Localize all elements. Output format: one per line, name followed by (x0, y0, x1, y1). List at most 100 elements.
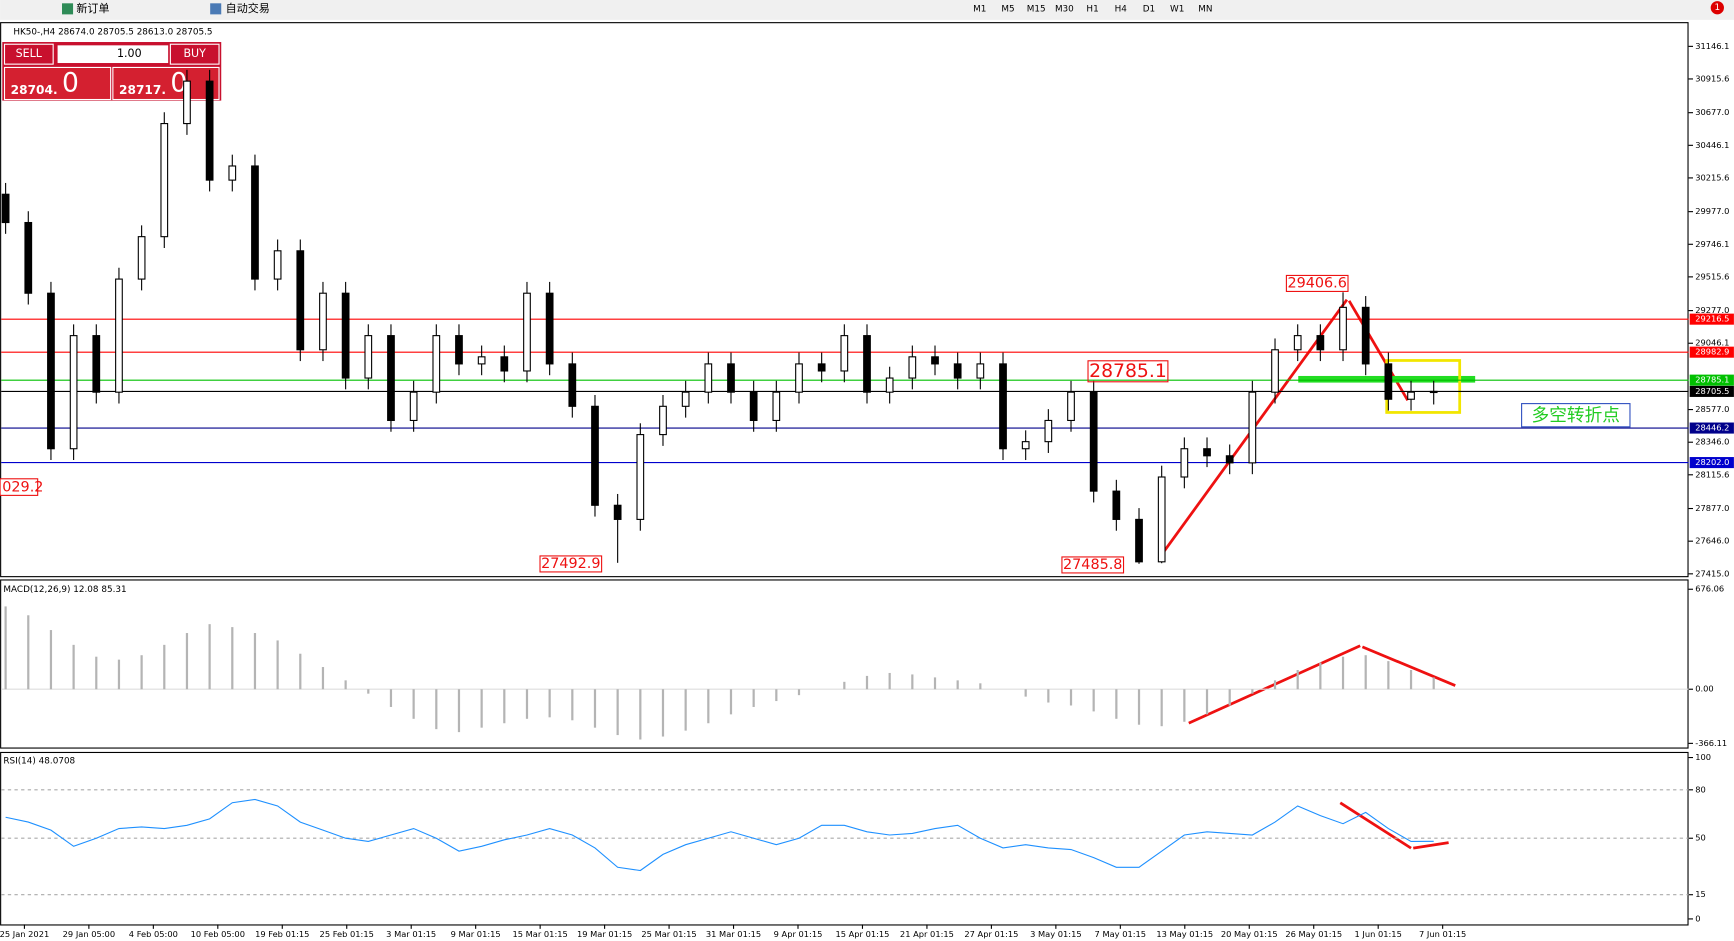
macd-bar (276, 640, 279, 690)
candle-body (228, 165, 237, 181)
trend-arrow (1347, 300, 1409, 401)
main-frame (0, 22, 1689, 578)
candle-body (613, 504, 622, 520)
candle-body (523, 292, 531, 372)
timeframe[interactable]: M1 (973, 4, 986, 14)
macd-bar (729, 689, 733, 715)
candle-body (1112, 490, 1121, 520)
candle-body (160, 123, 169, 238)
candle-body (749, 391, 758, 422)
x-tick-label: 15 Mar 01:15 (512, 929, 567, 939)
candle-body (183, 80, 191, 125)
macd-bar (299, 653, 302, 690)
macd-arrow (1361, 645, 1456, 687)
macd-bar (1341, 656, 1345, 690)
timeframe[interactable]: M5 (1001, 4, 1014, 14)
sell-button[interactable] (3, 43, 54, 65)
macd-bar (911, 674, 914, 690)
annotation-box (1061, 556, 1125, 574)
y-tick-label: 29046.1 (1695, 338, 1729, 348)
candle-body (976, 363, 985, 379)
left-label: 029.2 (2, 480, 43, 496)
macd-bar (639, 689, 642, 740)
candle-body (863, 335, 871, 393)
price-annotation: 29406.6 (1288, 275, 1347, 291)
macd-bar (72, 644, 75, 690)
new-order[interactable]: 新订单 (76, 1, 109, 15)
y-tick-label: -366.11 (1695, 738, 1727, 748)
candle-body (772, 391, 781, 422)
candle-body (1225, 455, 1234, 464)
macd-bar (1251, 689, 1254, 694)
new-order-icon[interactable] (62, 3, 74, 15)
macd-bar (27, 615, 30, 690)
candle-body (795, 363, 803, 393)
candle-body (568, 363, 577, 407)
macd-bar (956, 680, 959, 690)
macd-bar (525, 689, 529, 719)
y-tick-label: 29277.0 (1695, 305, 1729, 315)
price-annotation: 28785.1 (1089, 361, 1167, 382)
x-tick-label: 3 Mar 01:15 (386, 929, 436, 939)
candle-body (1293, 335, 1302, 351)
candle-body (1135, 518, 1143, 563)
macd-bar (253, 633, 257, 690)
note-box (1521, 403, 1631, 428)
y-tick-label: 27646.0 (1695, 536, 1729, 546)
candle-body (1248, 391, 1257, 464)
level-tag (1689, 313, 1734, 325)
timeframe[interactable]: H4 (1115, 4, 1128, 14)
sell-digit: 0 (62, 68, 79, 99)
candle-body (115, 278, 123, 393)
x-tick-label: 25 Jan 2021 (0, 929, 49, 939)
y-tick-label: 30677.0 (1695, 107, 1729, 117)
y-tick-label: 676.06 (1695, 584, 1724, 594)
x-tick-label: 21 Apr 01:15 (900, 929, 954, 939)
macd-bar (752, 689, 755, 707)
macd-bar (865, 675, 869, 690)
auto-trading-icon[interactable] (210, 3, 222, 15)
annotation-box (1087, 360, 1169, 383)
sell-price: 28704. (11, 83, 58, 97)
candle-body (999, 363, 1007, 450)
candle-body (727, 363, 735, 393)
buy-label[interactable]: BUY (183, 47, 206, 60)
y-tick-label: 100 (1695, 752, 1711, 762)
y-tick-label: 30446.1 (1695, 140, 1729, 150)
y-tick-label: 0.00 (1695, 684, 1713, 694)
candle-body (1067, 391, 1075, 422)
sell-label[interactable]: SELL (16, 47, 43, 60)
macd-bar (1024, 689, 1027, 697)
x-tick-label: 19 Mar 01:15 (577, 929, 632, 939)
timeframe[interactable]: M15 (1027, 4, 1046, 14)
level-tag (1689, 346, 1734, 358)
timeframe[interactable]: H1 (1086, 4, 1098, 14)
x-tick-label: 4 Feb 05:00 (129, 929, 178, 939)
timeframe[interactable]: D1 (1143, 4, 1155, 14)
lots[interactable]: 1.00 (117, 47, 142, 60)
macd-bar (1047, 689, 1050, 703)
y-tick-label: 28115.6 (1695, 469, 1729, 479)
macd-bar (185, 633, 189, 690)
x-tick-label: 31 Mar 01:15 (706, 929, 761, 939)
timeframe[interactable]: W1 (1170, 4, 1184, 14)
macd-bar (367, 689, 370, 694)
rsi-header: RSI(14) 48.0708 (3, 756, 75, 766)
macd-bar (775, 689, 778, 702)
candle-body (341, 292, 350, 379)
x-tick-label: 10 Feb 05:00 (191, 929, 245, 939)
timeframe[interactable]: MN (1198, 4, 1212, 14)
x-tick-label: 15 Apr 01:15 (835, 929, 889, 939)
candle-body (500, 356, 509, 372)
auto-trading[interactable]: 自动交易 (226, 1, 270, 15)
left-label-box (0, 478, 39, 496)
candle-body (205, 80, 214, 181)
annotation-box (1285, 274, 1349, 292)
timeframe[interactable]: M30 (1055, 4, 1074, 14)
rsi-arrow (1413, 841, 1449, 850)
macd-bar (1228, 689, 1231, 706)
candle-body (885, 377, 894, 393)
macd-header: MACD(12,26,9) 12.08 85.31 (3, 585, 126, 595)
notification-badge[interactable] (1710, 1, 1724, 15)
buy-button[interactable] (169, 43, 220, 65)
